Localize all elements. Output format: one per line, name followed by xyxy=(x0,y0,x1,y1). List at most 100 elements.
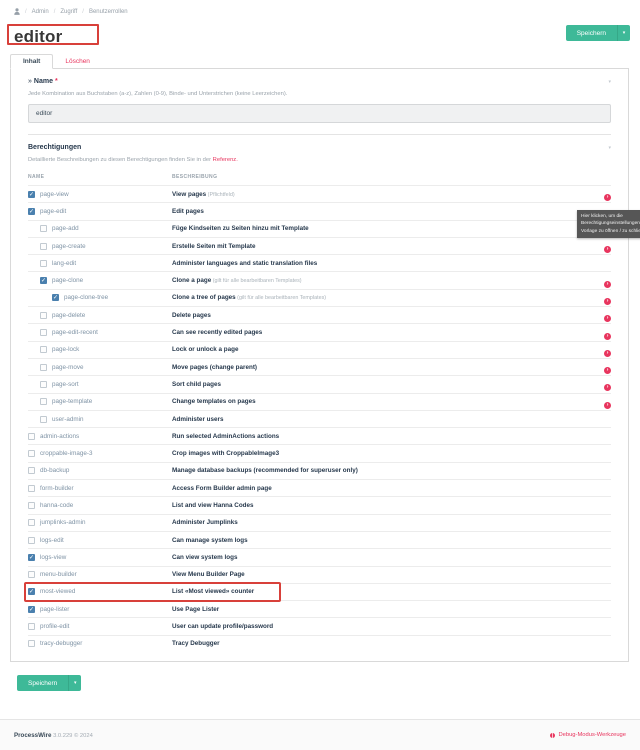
user-icon[interactable] xyxy=(14,8,20,15)
permission-name-cell: ✓ page-clone xyxy=(28,277,172,285)
chevron-down-icon[interactable]: ▾ xyxy=(608,144,611,151)
permission-checkbox[interactable] xyxy=(28,432,35,440)
permission-checkbox[interactable] xyxy=(40,363,47,371)
permission-description-cell: Lock or unlock a page xyxy=(172,346,595,353)
breadcrumb-separator: / xyxy=(25,8,27,15)
permission-checkbox[interactable] xyxy=(28,571,35,579)
toggle-template-settings-icon[interactable]: › xyxy=(604,297,611,305)
save-dropdown-toggle[interactable]: ▾ xyxy=(68,675,81,691)
permission-icon-cell: › xyxy=(595,635,611,653)
breadcrumb-benutzerrollen[interactable]: Benutzerrollen xyxy=(88,8,128,15)
save-button-label[interactable]: Speichern xyxy=(576,29,606,37)
permission-name: form-builder xyxy=(40,484,74,492)
permission-checkbox[interactable] xyxy=(28,623,35,631)
permission-description: Can view system logs xyxy=(172,553,238,561)
breadcrumb-admin[interactable]: Admin xyxy=(31,8,49,15)
permission-name-cell: ✓ most-viewed xyxy=(28,588,172,596)
permission-checkbox[interactable] xyxy=(28,501,35,509)
permission-checkbox[interactable]: ✓ xyxy=(28,190,35,198)
tab-inhalt[interactable]: Inhalt xyxy=(10,54,54,69)
footer: ProcessWire 3.0.229 © 2024 Debug-Modus-W… xyxy=(0,719,640,750)
permission-checkbox[interactable] xyxy=(28,519,35,527)
permission-name: page-edit xyxy=(40,207,67,215)
permission-description-cell: Change templates on pages xyxy=(172,398,595,405)
permission-checkbox[interactable] xyxy=(28,536,35,544)
save-button-label[interactable]: Speichern xyxy=(28,679,58,687)
permission-name-cell: lang-edit xyxy=(28,259,172,267)
permission-description: List and view Hanna Codes xyxy=(172,501,254,509)
permissions-fieldset-header[interactable]: Berechtigungen ▾ xyxy=(28,144,611,151)
permission-name-cell: user-admin xyxy=(28,415,172,423)
permission-description-cell: Manage database backups (recommended for… xyxy=(172,467,595,474)
permission-name-cell: hanna-code xyxy=(28,501,172,509)
chevron-down-icon[interactable]: ▾ xyxy=(608,78,611,85)
permission-checkbox[interactable] xyxy=(28,640,35,648)
permission-name: admin-actions xyxy=(40,432,80,440)
name-fieldset-header[interactable]: » Name * ▾ xyxy=(28,78,611,85)
save-button-top[interactable]: Speichern ▾ xyxy=(565,25,630,41)
permission-name-cell: menu-builder xyxy=(28,571,172,579)
toggle-template-settings-icon[interactable]: › xyxy=(604,315,611,323)
column-header-beschreibung: BESCHREIBUNG xyxy=(172,174,218,180)
permission-description: View pages xyxy=(172,190,207,198)
permission-description: Move pages (change parent) xyxy=(172,363,258,371)
permission-checkbox[interactable]: ✓ xyxy=(28,553,35,561)
save-button-bottom[interactable]: Speichern ▾ xyxy=(17,675,82,691)
permission-name: croppable-image-3 xyxy=(40,450,93,458)
tab-loeschen[interactable]: Löschen xyxy=(65,58,90,65)
permission-description-cell: Run selected AdminActions actions xyxy=(172,433,595,440)
permission-name-cell: form-builder xyxy=(28,484,172,492)
toggle-template-settings-icon[interactable]: › xyxy=(604,349,611,357)
permission-icon-cell: › xyxy=(595,583,611,601)
permission-name-cell: page-delete xyxy=(28,311,172,319)
permission-checkbox[interactable]: ✓ xyxy=(28,207,35,215)
permission-description-cell: Clone a page (gilt für alle bearbeitbare… xyxy=(172,277,595,284)
permission-icon-cell: › xyxy=(595,358,611,376)
referenz-link[interactable]: Referenz. xyxy=(212,157,238,163)
permission-checkbox[interactable] xyxy=(40,398,47,406)
permission-checkbox[interactable] xyxy=(40,380,47,388)
permission-description: Delete pages xyxy=(172,311,211,319)
permission-row: lang-edit Administer languages and stati… xyxy=(28,254,611,271)
toggle-template-settings-icon[interactable]: › xyxy=(604,384,611,392)
name-input[interactable] xyxy=(28,104,611,123)
permission-name-cell: logs-edit xyxy=(28,536,172,544)
permission-description: Sort child pages xyxy=(172,380,221,388)
permission-checkbox[interactable]: ✓ xyxy=(52,294,59,302)
permission-description-cell: Access Form Builder admin page xyxy=(172,485,595,492)
permission-checkbox[interactable] xyxy=(40,242,47,250)
permission-checkbox[interactable] xyxy=(28,484,35,492)
permission-icon-cell: › xyxy=(595,185,611,203)
permission-checkbox[interactable] xyxy=(40,259,47,267)
permission-checkbox[interactable] xyxy=(40,329,47,337)
permission-description-cell: List and view Hanna Codes xyxy=(172,502,595,509)
permission-description: Run selected AdminActions actions xyxy=(172,432,280,440)
permission-checkbox[interactable] xyxy=(40,311,47,319)
permission-checkbox[interactable]: ✓ xyxy=(28,588,35,596)
permission-checkbox[interactable] xyxy=(28,467,35,475)
permission-row: croppable-image-3 Crop images with Cropp… xyxy=(28,444,611,461)
breadcrumb-zugriff[interactable]: Zugriff xyxy=(60,8,78,15)
save-dropdown-toggle[interactable]: ▾ xyxy=(617,25,630,41)
permission-checkbox[interactable]: ✓ xyxy=(28,605,35,613)
toggle-template-settings-icon[interactable]: › xyxy=(604,401,611,409)
toggle-template-settings-icon[interactable]: › xyxy=(604,332,611,340)
permission-description-cell: Crop images with CroppableImage3 xyxy=(172,450,595,457)
permission-checkbox[interactable] xyxy=(28,450,35,458)
chevron-down-icon: ▾ xyxy=(74,680,77,686)
permission-description-cell: Erstelle Seiten mit Template xyxy=(172,243,595,250)
permission-row: ✓ page-clone-tree Clone a tree of pages … xyxy=(28,288,611,306)
toggle-template-settings-icon[interactable]: › xyxy=(604,280,611,288)
chevron-down-icon: ▾ xyxy=(622,30,626,36)
toggle-template-settings-icon[interactable]: › xyxy=(604,194,611,202)
permission-icon-cell: › xyxy=(595,410,611,428)
permission-checkbox[interactable] xyxy=(40,415,47,423)
toggle-template-settings-icon[interactable]: › xyxy=(604,367,611,375)
permission-note: (gilt für alle bearbeitbaren Templates) xyxy=(211,278,302,285)
toggle-template-settings-icon[interactable]: › xyxy=(604,246,611,254)
debug-tools-link[interactable]: Debug-Modus-Werkzeuge xyxy=(550,732,626,738)
permission-name: user-admin xyxy=(52,415,84,423)
permission-checkbox[interactable] xyxy=(40,346,47,354)
permission-checkbox[interactable] xyxy=(40,225,47,233)
permission-checkbox[interactable]: ✓ xyxy=(40,277,47,285)
